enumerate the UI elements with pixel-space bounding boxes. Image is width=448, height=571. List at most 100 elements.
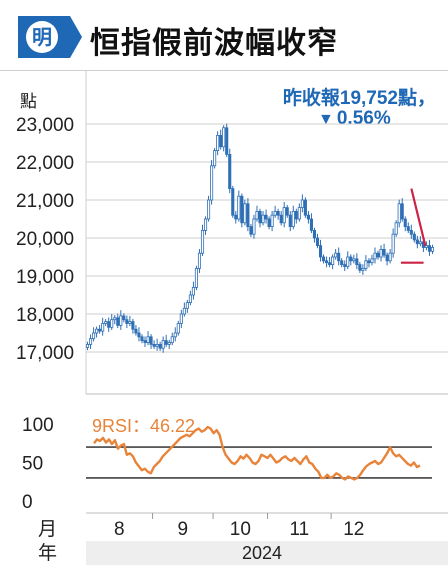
candle-body bbox=[267, 218, 271, 227]
candle-body bbox=[122, 315, 126, 321]
candle-body bbox=[125, 319, 129, 324]
candle-body bbox=[161, 340, 165, 349]
candle-body bbox=[403, 218, 407, 227]
candle-body bbox=[288, 214, 292, 227]
candle-body bbox=[92, 332, 96, 340]
candle-body bbox=[104, 321, 108, 324]
y-tick-label: 21,000 bbox=[16, 191, 74, 212]
candle-body bbox=[173, 332, 177, 338]
candle-body bbox=[397, 203, 401, 224]
candle-body bbox=[315, 237, 320, 246]
candle-body bbox=[279, 214, 283, 224]
candle-body bbox=[294, 210, 298, 220]
candle-body bbox=[409, 229, 413, 235]
candle-body bbox=[258, 210, 262, 224]
candle-body bbox=[207, 199, 211, 220]
candle-body bbox=[85, 343, 90, 348]
candle-body bbox=[252, 218, 256, 235]
logo-badge bbox=[26, 21, 58, 53]
candle-body bbox=[331, 256, 335, 265]
candle-body bbox=[225, 127, 229, 155]
candle-body bbox=[325, 260, 329, 264]
candle-body bbox=[107, 321, 111, 328]
candle-body bbox=[346, 256, 350, 267]
candle-body bbox=[273, 210, 277, 216]
candle-body bbox=[297, 207, 301, 220]
candle-body bbox=[391, 233, 395, 254]
candle-body bbox=[321, 256, 326, 262]
candle-body bbox=[385, 254, 389, 262]
candle-body bbox=[88, 338, 93, 345]
candle-body bbox=[379, 248, 383, 258]
candle-body bbox=[110, 319, 114, 328]
candle-body bbox=[131, 321, 135, 330]
candle-body bbox=[300, 199, 304, 208]
trendline-resistance bbox=[410, 188, 427, 246]
newspaper-logo: 明 bbox=[18, 16, 82, 58]
candle-body bbox=[191, 286, 195, 296]
rsi-label: 9RSI：46.22 bbox=[92, 416, 195, 436]
candle-body bbox=[424, 245, 428, 248]
candle-body bbox=[234, 214, 238, 220]
candle-body bbox=[358, 264, 362, 271]
candle-body bbox=[119, 315, 123, 326]
logo-text: 明 bbox=[32, 25, 52, 49]
candle-body bbox=[309, 218, 313, 231]
candle-body bbox=[197, 252, 202, 269]
candle-body bbox=[343, 264, 347, 267]
y-tick-label: 22,000 bbox=[16, 153, 74, 174]
candle-body bbox=[152, 343, 156, 347]
candle-body bbox=[134, 328, 138, 334]
candle-body bbox=[328, 262, 332, 266]
candle-body bbox=[213, 150, 217, 167]
candle-body bbox=[418, 241, 422, 245]
candle-body bbox=[270, 214, 274, 227]
candle-body bbox=[188, 294, 192, 303]
candle-body bbox=[164, 340, 168, 345]
candle-body bbox=[249, 226, 253, 235]
candle-body bbox=[231, 188, 235, 216]
candle-body bbox=[155, 343, 159, 347]
x-tick-label: 8 bbox=[114, 519, 125, 540]
candle-body bbox=[158, 343, 162, 349]
x-axis-year-value: 2024 bbox=[242, 543, 282, 563]
candle-body bbox=[376, 252, 380, 258]
candle-body bbox=[185, 302, 189, 309]
candle-body bbox=[128, 321, 132, 324]
page-title: 恒指假前波幅收窄 bbox=[90, 27, 338, 60]
candle-body bbox=[334, 252, 338, 258]
x-tick-label: 10 bbox=[230, 519, 251, 540]
candle-body bbox=[349, 256, 353, 262]
candle-body bbox=[400, 203, 404, 220]
year-band bbox=[86, 541, 448, 565]
candle-body bbox=[427, 245, 432, 252]
rsi-line bbox=[93, 425, 421, 481]
candle-body bbox=[264, 214, 268, 220]
header: 明 恒指假前波幅收窄 bbox=[0, 0, 448, 70]
candle-body bbox=[228, 153, 232, 189]
candle-body bbox=[200, 229, 205, 254]
rsi-y-tick-label: 50 bbox=[22, 454, 43, 475]
candle-body bbox=[261, 214, 265, 224]
candle-body bbox=[176, 323, 180, 334]
candle-body bbox=[210, 165, 214, 201]
candle-body bbox=[415, 239, 419, 245]
candle-body bbox=[237, 195, 241, 220]
candle-body bbox=[352, 258, 356, 262]
candle-body bbox=[219, 134, 223, 148]
candle-body bbox=[430, 247, 435, 252]
candle-body bbox=[291, 210, 295, 227]
candle-body bbox=[240, 195, 244, 224]
candle-body bbox=[412, 233, 416, 241]
candle-body bbox=[143, 340, 147, 343]
candle-body bbox=[255, 210, 259, 220]
candle-body bbox=[98, 328, 102, 332]
header-divider bbox=[0, 70, 448, 71]
y-tick-label: 20,000 bbox=[16, 229, 74, 250]
candle-body bbox=[194, 267, 199, 288]
x-axis-year-label: 年 bbox=[38, 542, 57, 564]
candle-body bbox=[340, 260, 344, 265]
candle-body bbox=[318, 245, 323, 258]
rsi-y-tick-label: 0 bbox=[22, 492, 33, 513]
